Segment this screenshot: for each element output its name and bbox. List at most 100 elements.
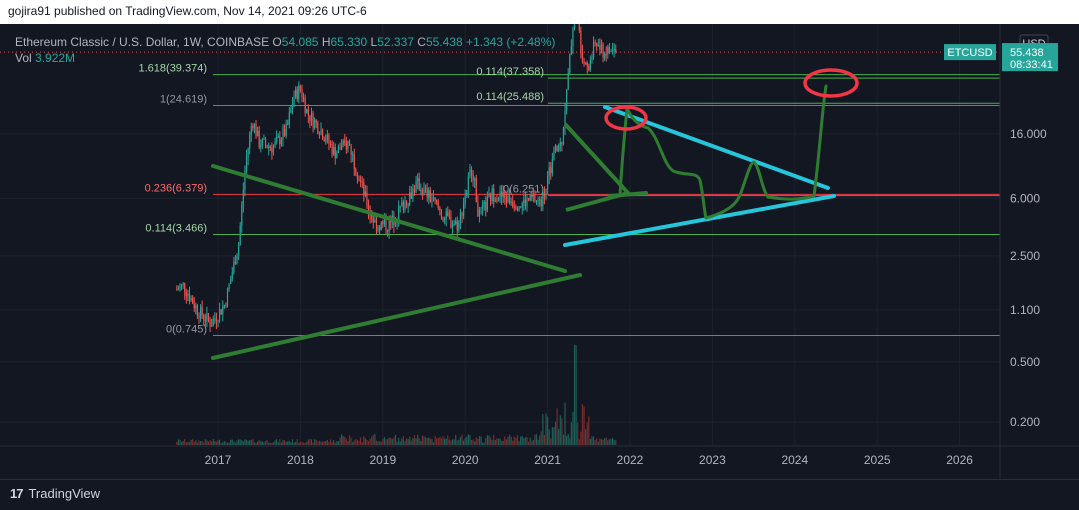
candle-body <box>211 325 213 327</box>
volume-bar <box>447 435 449 445</box>
fib-label: 0.236(6.379) <box>145 182 207 194</box>
volume-bar <box>564 402 566 445</box>
candle-body <box>207 313 210 320</box>
volume-bar <box>323 441 325 445</box>
volume-bar <box>474 441 476 445</box>
x-tick-label: 2021 <box>534 453 561 467</box>
volume-bar <box>176 442 178 445</box>
volume-bar <box>299 441 301 445</box>
volume-bar <box>510 436 512 445</box>
candle-body <box>480 208 482 210</box>
candle-body <box>424 187 427 189</box>
volume-bar <box>516 435 519 445</box>
candle-body <box>600 44 603 50</box>
candle-body <box>341 144 343 150</box>
volume-bar <box>444 438 446 445</box>
volume-bar <box>295 442 297 445</box>
y-tick-label: 6.000 <box>1010 191 1040 205</box>
volume-bar <box>371 436 373 445</box>
candle-body <box>608 46 610 52</box>
candle-body <box>323 138 325 141</box>
candle-body <box>328 134 330 144</box>
candle-body <box>203 315 205 320</box>
candle-body <box>613 49 615 51</box>
volume-bar <box>272 442 275 445</box>
x-tick-label: 2022 <box>617 453 644 467</box>
candle-body <box>388 220 390 232</box>
candle-body <box>447 211 449 217</box>
volume-bar <box>372 435 374 445</box>
fib-label: 1(24.619) <box>160 93 207 105</box>
candle-body <box>326 134 328 141</box>
candle-body <box>234 261 237 265</box>
volume-bar <box>302 442 305 445</box>
footer: 17 TradingView <box>0 479 1079 510</box>
candle-body <box>531 194 533 197</box>
candle-body <box>510 201 512 204</box>
volume-bar <box>187 441 189 445</box>
candle-body <box>217 320 219 322</box>
candle-body <box>321 129 324 139</box>
volume-bar <box>613 439 615 445</box>
candle-body <box>554 145 557 152</box>
candle-body <box>329 143 332 145</box>
volume-bar <box>188 442 191 445</box>
candle-body <box>228 283 230 289</box>
candle-body <box>405 201 408 206</box>
candle-body <box>245 157 248 171</box>
symbol-tag-label: ETCUSD <box>947 47 992 59</box>
volume-bar <box>418 438 420 445</box>
volume-bar <box>413 435 416 445</box>
volume-bar <box>382 439 384 445</box>
volume-bar <box>551 427 553 445</box>
volume-bar <box>350 437 352 445</box>
volume-bar <box>182 441 184 445</box>
volume-bar <box>604 438 606 445</box>
volume-bar <box>501 441 503 445</box>
y-tick-label: 2.500 <box>1010 249 1040 263</box>
candle-body <box>204 319 206 321</box>
fib-levels: 3.618(993.501)1.618(279.237)1(175.000)3.… <box>0 51 1000 337</box>
volume-bar <box>282 440 284 445</box>
volume-bar <box>491 440 493 445</box>
volume-bar <box>407 439 409 445</box>
candle-body <box>268 146 270 148</box>
volume-bar <box>204 439 206 445</box>
volume-bar <box>209 440 211 445</box>
volume-bar <box>409 436 411 445</box>
volume-bar <box>276 439 278 445</box>
candle-body <box>464 195 466 204</box>
volume-bar <box>374 433 376 445</box>
volume-bar <box>610 438 612 445</box>
candle-body <box>225 305 227 307</box>
tradingview-logo[interactable]: 17 TradingView <box>10 486 100 501</box>
volume-bar <box>417 434 419 445</box>
volume-bar <box>410 440 412 445</box>
candle-body <box>535 200 538 202</box>
candle-body <box>463 203 465 216</box>
volume-bar <box>253 442 256 445</box>
candle-body <box>431 200 433 202</box>
volume-bar <box>201 441 203 445</box>
candle-body <box>583 60 585 65</box>
candle-body <box>553 151 555 160</box>
candle-body <box>434 197 436 201</box>
candle-body <box>602 44 604 59</box>
volume-bar <box>369 438 371 445</box>
volume-bar <box>448 439 450 445</box>
volume-bar <box>198 440 200 445</box>
volume-bar <box>377 441 379 445</box>
candle-body <box>596 43 598 46</box>
volume-bar <box>426 437 428 445</box>
volume-bar <box>539 435 541 445</box>
candle-body <box>404 201 406 210</box>
candle-body <box>258 130 260 148</box>
candle-body <box>442 216 444 221</box>
volume-bar <box>296 439 298 445</box>
price-chart[interactable]: 3.618(993.501)1.618(279.237)1(175.000)3.… <box>0 24 1079 479</box>
candle-body <box>497 198 500 202</box>
candle-body <box>325 140 327 142</box>
candle-body <box>363 182 365 196</box>
volume-bar <box>226 442 229 445</box>
volume-bar <box>554 422 557 445</box>
